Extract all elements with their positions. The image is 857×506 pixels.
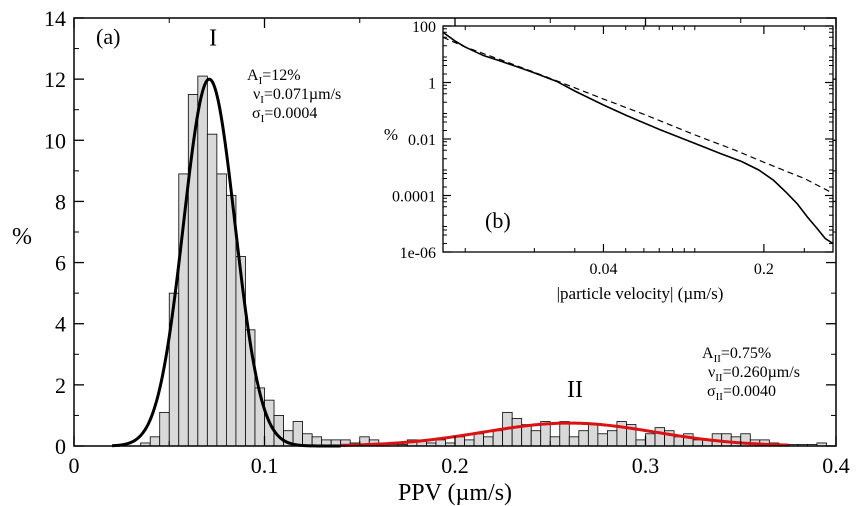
histogram-bar xyxy=(235,256,246,447)
ann-I-nu-val: =0.071µm/s xyxy=(264,86,341,103)
ann-I-sigma: σ xyxy=(252,105,261,122)
histogram-bar xyxy=(654,427,665,447)
main-x-tick-label: 0 xyxy=(69,453,80,478)
histogram-bar xyxy=(168,292,180,447)
main-x-tick-label: 0.2 xyxy=(441,453,469,478)
histogram-bar xyxy=(292,421,304,447)
inset-loglog-plot: 0.04 0.2 100 1 0.01 0.0001 1e-06 (b) |particle… xyxy=(384,19,834,303)
annotation-peak-I: AI=12% νI=0.071µm/s σI=0.0004 xyxy=(247,67,341,125)
histogram-bar xyxy=(159,411,170,447)
ann-II-A-sub: II xyxy=(714,353,722,365)
main-x-tick-label: 0.1 xyxy=(251,453,279,478)
peak-label-II: II xyxy=(567,377,583,403)
histogram-bar xyxy=(635,439,646,447)
histogram-bar xyxy=(587,424,599,447)
svg-text:σII=0.0040: σII=0.0040 xyxy=(707,383,776,403)
ann-I-sigma-sub: I xyxy=(261,113,265,125)
main-x-axis-label: PPV (µm/s) xyxy=(398,480,512,506)
main-axes: 0 0.1 0.2 0.3 0.4 0 2 4 6 8 10 12 14 xyxy=(44,6,850,478)
svg-text:νI=0.071µm/s: νI=0.071µm/s xyxy=(253,86,341,106)
inset-x-axis-label: |particle velocity| (µm/s) xyxy=(557,284,724,303)
histogram-bar xyxy=(673,436,685,447)
inset-series-dashed xyxy=(442,36,834,194)
ann-II-A: A xyxy=(702,345,714,362)
histogram-bar xyxy=(721,433,732,447)
inset-x-tick-label: 0.04 xyxy=(589,261,617,278)
histogram-bar xyxy=(645,433,656,447)
ann-I-A: A xyxy=(247,67,259,84)
main-y-tick-label: 12 xyxy=(44,67,66,92)
histogram-bar xyxy=(607,430,618,447)
histogram-bar xyxy=(521,424,532,447)
inset-y-tick-label: 1 xyxy=(428,76,436,93)
svg-text:νII=0.260µm/s: νII=0.260µm/s xyxy=(708,364,800,384)
ann-I-A-val: =12% xyxy=(262,67,300,84)
histogram-bar xyxy=(578,430,589,447)
histogram-bar xyxy=(549,436,561,447)
panel-label-b: (b) xyxy=(485,208,511,233)
main-y-tick-label: 4 xyxy=(55,312,66,337)
main-y-tick-label: 14 xyxy=(44,6,66,31)
histogram-bar xyxy=(568,436,580,447)
annotation-peak-II: AII=0.75% νII=0.260µm/s σII=0.0040 xyxy=(702,345,800,403)
ann-I-A-sub: I xyxy=(259,75,263,87)
main-y-tick-label: 10 xyxy=(44,128,66,153)
ann-II-nu: ν xyxy=(708,364,715,381)
histogram-bar xyxy=(149,436,161,447)
inset-y-tick-label: 1e-06 xyxy=(400,245,436,262)
histogram-bar xyxy=(483,436,494,447)
histogram-bar xyxy=(492,430,504,447)
ann-II-A-val: =0.75% xyxy=(721,345,771,362)
ann-I-nu-sub: I xyxy=(260,94,264,106)
inset-y-tick-label: 0.0001 xyxy=(392,189,436,206)
inset-axes: 0.04 0.2 100 1 0.01 0.0001 1e-06 xyxy=(392,19,833,278)
main-x-tick-label: 0.4 xyxy=(822,453,850,478)
ann-I-nu: ν xyxy=(253,86,260,103)
histogram-bar xyxy=(435,439,446,447)
main-y-tick-label: 0 xyxy=(55,434,66,459)
main-x-tick-label: 0.3 xyxy=(632,453,660,478)
histogram-bar xyxy=(511,418,523,447)
ann-II-nu-sub: II xyxy=(715,372,723,384)
svg-text:AI=12%: AI=12% xyxy=(247,67,301,87)
histogram-bar xyxy=(197,75,208,447)
histogram-bar xyxy=(530,430,542,447)
ann-II-sigma-sub: II xyxy=(716,391,724,403)
histogram-bar xyxy=(559,421,570,447)
histogram-bar xyxy=(692,439,704,447)
ann-II-sigma: σ xyxy=(707,383,716,400)
histogram-bar xyxy=(597,433,608,447)
main-y-axis-label: % xyxy=(12,224,32,250)
inset-series-solid xyxy=(442,31,834,245)
inset-y-axis-label: % xyxy=(384,125,398,144)
svg-text:σI=0.0004: σI=0.0004 xyxy=(252,105,317,125)
histogram-bar xyxy=(225,194,237,447)
main-y-tick-label: 6 xyxy=(55,251,66,276)
histogram-bar xyxy=(454,436,465,447)
inset-y-tick-label: 100 xyxy=(412,19,436,36)
ann-II-nu-val: =0.260µm/s xyxy=(723,364,800,381)
histogram-bar xyxy=(216,173,227,447)
main-y-tick-label: 2 xyxy=(55,373,66,398)
inset-x-tick-label: 0.2 xyxy=(754,261,774,278)
main-y-tick-label: 8 xyxy=(55,189,66,214)
svg-text:AII=0.75%: AII=0.75% xyxy=(702,345,771,365)
histogram-bar xyxy=(473,433,484,447)
panel-label-a: (a) xyxy=(96,24,120,49)
inset-y-tick-label: 0.01 xyxy=(408,132,436,149)
ann-I-sigma-val: =0.0004 xyxy=(264,105,317,122)
peak-label-I: I xyxy=(209,26,217,52)
ann-II-sigma-val: =0.0040 xyxy=(723,383,776,400)
histogram-bar xyxy=(206,133,218,447)
gaussian-fit-II xyxy=(340,421,789,447)
histogram-bar xyxy=(464,439,475,447)
